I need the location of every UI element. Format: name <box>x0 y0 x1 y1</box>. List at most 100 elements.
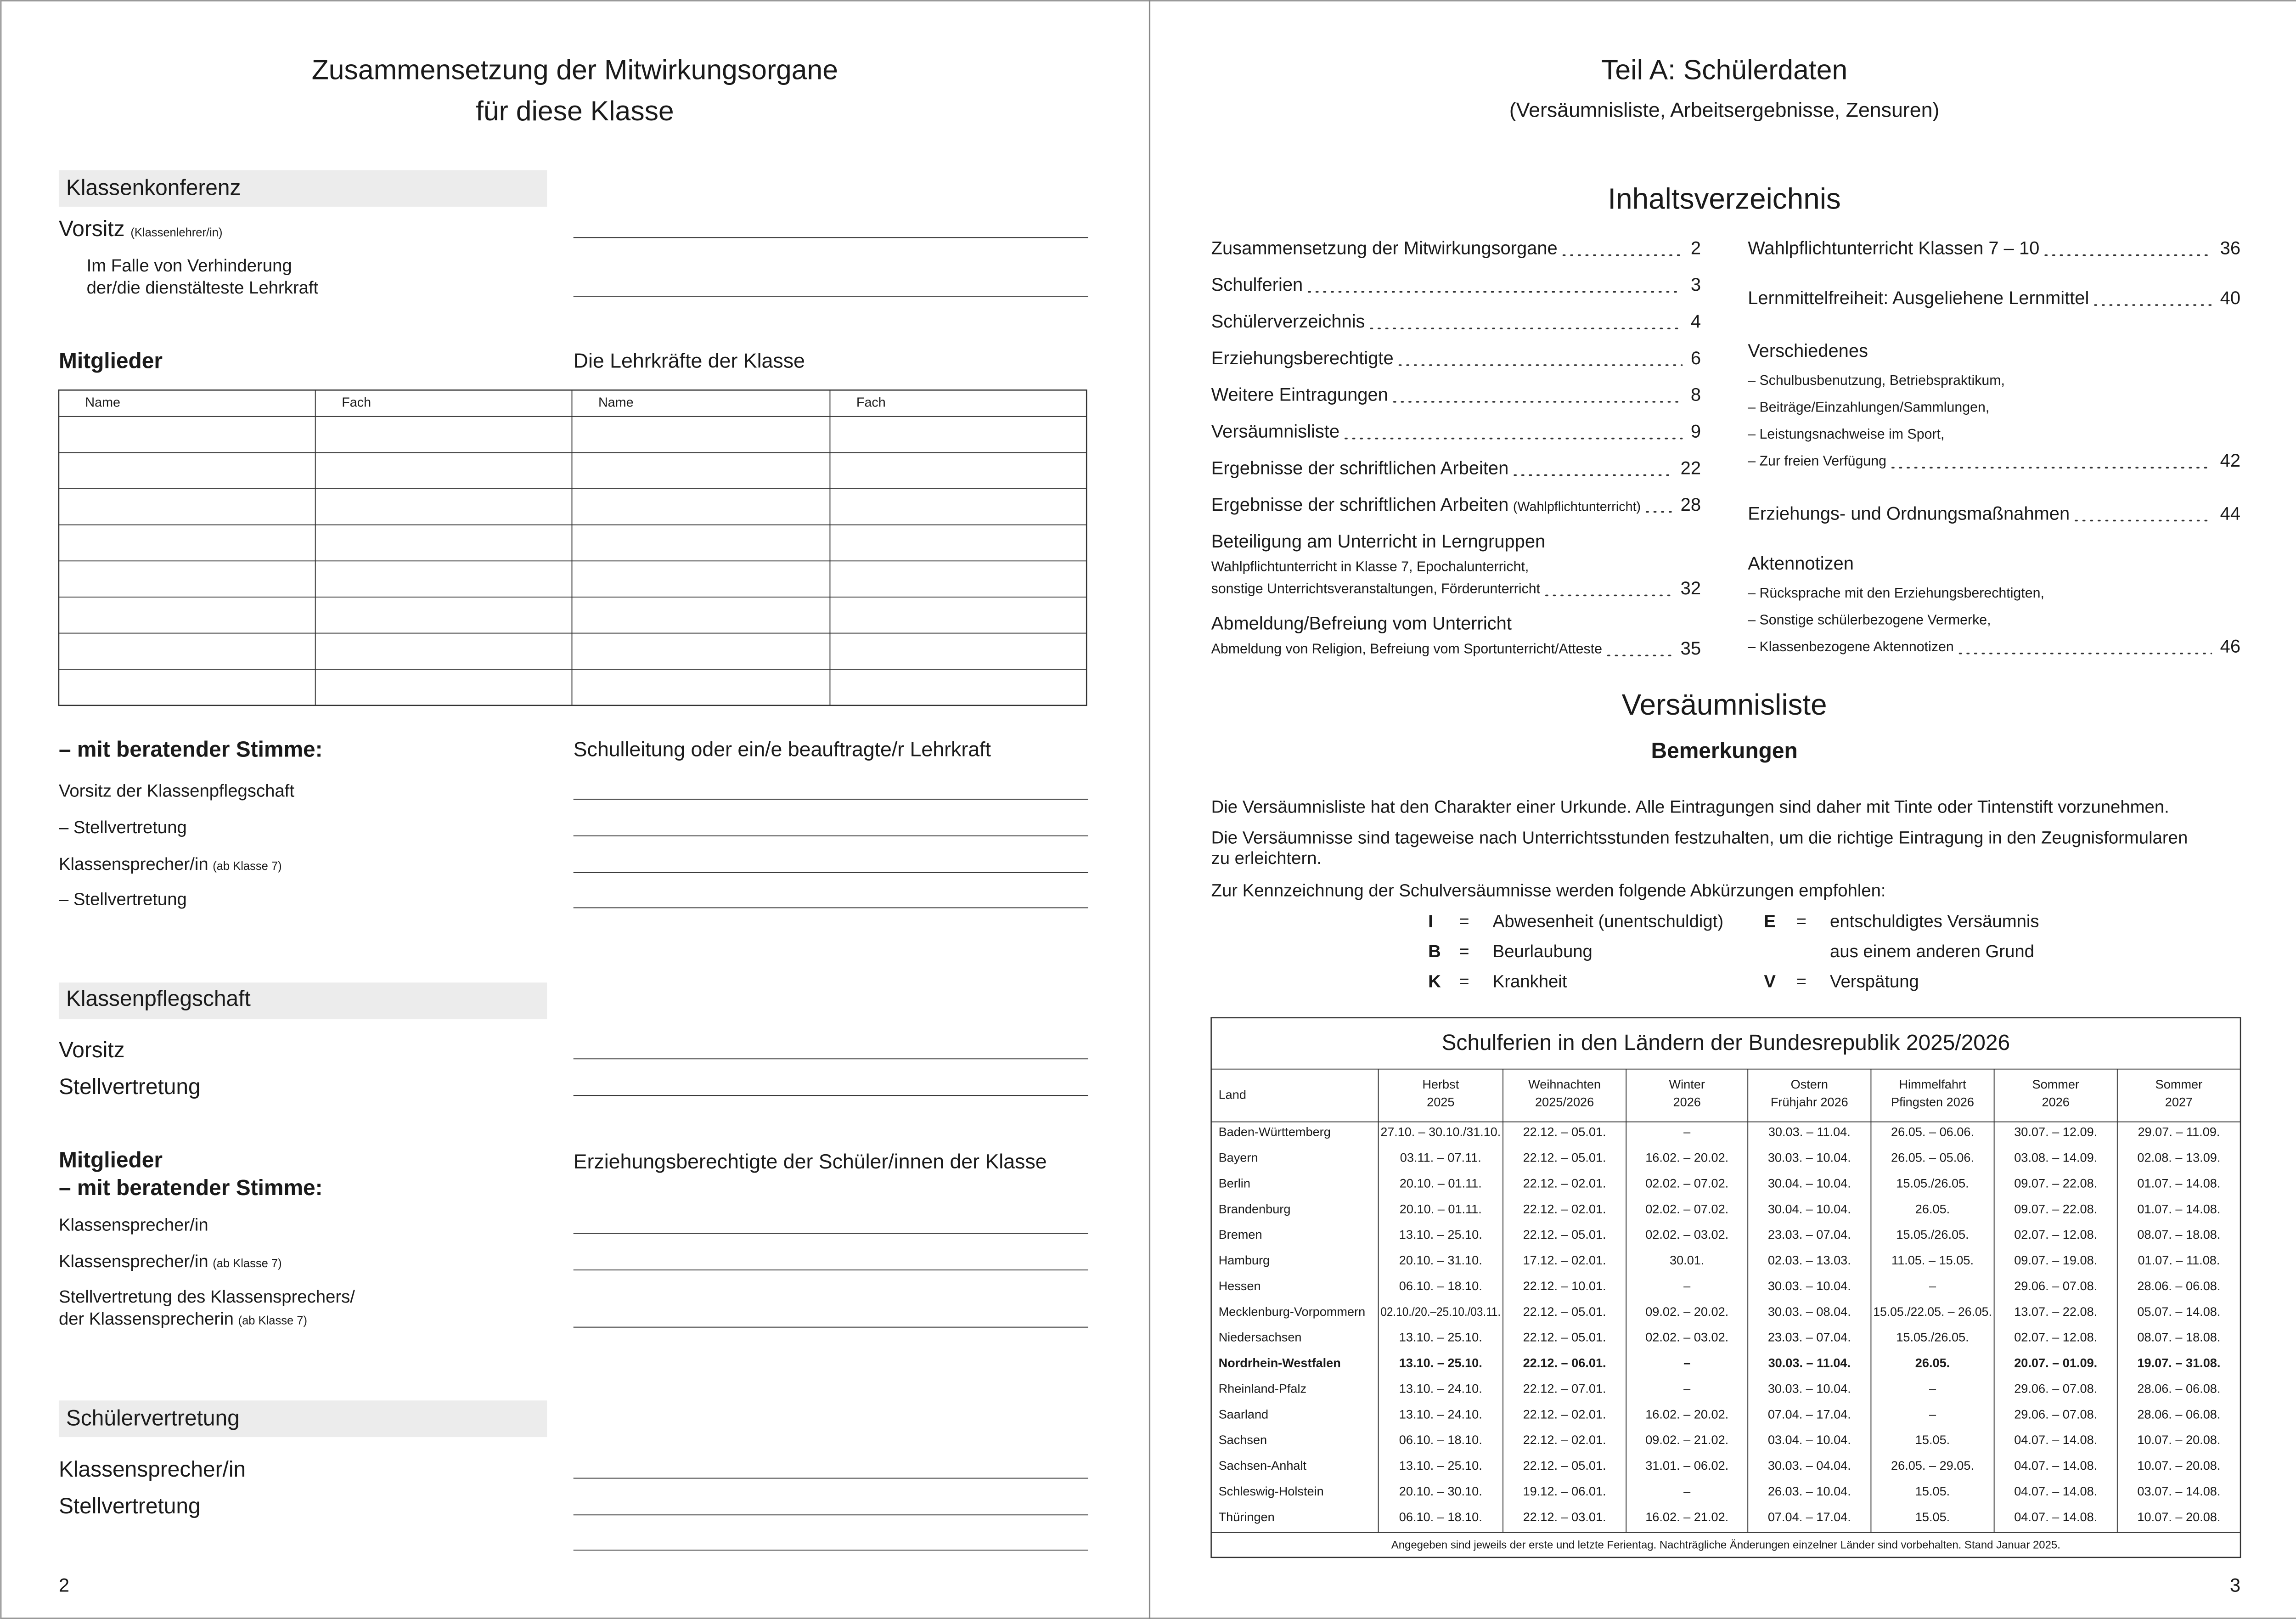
abbreviation-key: I <box>1428 911 1433 931</box>
table-cell: 16.02. – 20.02. <box>1645 1407 1728 1421</box>
table-cell: 16.02. – 21.02. <box>1645 1510 1728 1524</box>
table-header: 2027 <box>2165 1094 2193 1109</box>
section-heading: Versäumnisliste <box>1622 688 1827 721</box>
table-header: Winter <box>1669 1077 1705 1091</box>
table-cell: 02.07. – 12.08. <box>2014 1330 2097 1344</box>
abbreviation-key: B <box>1428 942 1441 961</box>
table-cell: 30.04. – 10.04. <box>1768 1176 1851 1190</box>
table-cell: 30.03. – 11.04. <box>1768 1356 1851 1370</box>
toc-page: 6 <box>1691 348 1701 368</box>
table-cell: 03.07. – 14.08. <box>2137 1484 2220 1498</box>
table-cell: 10.07. – 20.08. <box>2137 1458 2220 1472</box>
table-header: Name <box>85 395 120 410</box>
field-label: Die Lehrkräfte der Klasse <box>574 350 805 372</box>
toc-page: 8 <box>1691 385 1701 405</box>
table-cell: 29.07. – 11.09. <box>2138 1125 2220 1139</box>
table-cell: 06.10. – 18.10. <box>1399 1279 1482 1293</box>
toc-title: Verschiedenes <box>1748 341 1868 361</box>
table-cell: 30.07. – 12.09. <box>2014 1125 2097 1139</box>
table-cell: 02.03. – 13.03. <box>1768 1253 1851 1267</box>
table-cell: 20.10. – 31.10. <box>1399 1253 1482 1267</box>
subheading: Mitglieder <box>59 349 163 373</box>
table-cell: 22.12. – 07.01. <box>1523 1381 1606 1395</box>
table-cell: 06.10. – 18.10. <box>1399 1433 1482 1447</box>
table-cell: 04.07. – 14.08. <box>2014 1510 2097 1524</box>
toc-page: 28 <box>1681 495 1701 515</box>
table-cell: 09.02. – 20.02. <box>1645 1304 1728 1319</box>
table-cell: 19.07. – 31.08. <box>2137 1356 2220 1370</box>
toc-subitem: Abmeldung von Religion, Befreiung vom Sp… <box>1211 641 1602 656</box>
toc-page: 36 <box>2220 238 2240 258</box>
table-cell: 03.11. – 07.11. <box>1400 1151 1481 1165</box>
toc-subitem: sonstige Unterrichtsveranstaltungen, För… <box>1211 581 1541 597</box>
table-cell: 16.02. – 20.02. <box>1645 1151 1728 1165</box>
table-header: Frühjahr 2026 <box>1771 1094 1848 1109</box>
table-cell: 28.06. – 06.08. <box>2137 1279 2220 1293</box>
field-note: (ab Klasse 7) <box>238 1314 307 1327</box>
table-cell: 30.03. – 11.04. <box>1768 1125 1851 1139</box>
field-label: Stellvertretung des Klassensprechers/ <box>59 1287 355 1307</box>
toc-subitem: – Leistungsnachweise im Sport, <box>1748 427 1944 442</box>
section-heading: Klassenpflegschaft <box>66 987 251 1011</box>
page-number: 2 <box>59 1574 69 1596</box>
toc-subitem: – Schulbusbenutzung, Betriebspraktikum, <box>1748 373 2005 388</box>
table-cell: Baden-Württemberg <box>1219 1125 1331 1139</box>
table-cell: 30.04. – 10.04. <box>1768 1202 1851 1216</box>
table-cell: Berlin <box>1219 1176 1250 1190</box>
table-cell: 22.12. – 02.01. <box>1523 1433 1606 1447</box>
subheading: Bemerkungen <box>1651 739 1797 763</box>
field-label: Vorsitz der Klassenpflegschaft <box>59 781 294 801</box>
table-header: Sommer <box>2155 1077 2203 1091</box>
field-label: – Stellvertretung <box>59 890 187 909</box>
table-cell: 13.07. – 22.08. <box>2014 1304 2097 1319</box>
table-cell: 30.03. – 10.04. <box>1768 1151 1851 1165</box>
table-cell: 26.05. <box>1915 1356 1950 1370</box>
field-label: – Stellvertretung <box>59 818 187 837</box>
subheading: Mitglieder <box>59 1148 163 1172</box>
table-cell: 20.10. – 30.10. <box>1399 1484 1482 1498</box>
equals-sign: = <box>1796 971 1806 991</box>
table-cell: 07.04. – 17.04. <box>1768 1407 1851 1421</box>
table-cell: 23.03. – 07.04. <box>1768 1330 1851 1344</box>
toc-title: Abmeldung/Befreiung vom Unterricht <box>1211 614 1512 634</box>
table-cell: 27.10. – 30.10./31.10. <box>1380 1125 1501 1139</box>
table-cell: 02.07. – 12.08. <box>2014 1227 2097 1241</box>
page-subtitle: (Versäumnisliste, Arbeitsergebnisse, Zen… <box>1509 99 1939 121</box>
table-cell: 13.10. – 24.10. <box>1399 1381 1482 1395</box>
table-cell: 09.07. – 22.08. <box>2014 1176 2097 1190</box>
table-cell: 06.10. – 18.10. <box>1399 1510 1482 1524</box>
field-label: Klassensprecher/in <box>59 1252 208 1271</box>
abbreviation-key: K <box>1428 971 1441 991</box>
holiday-table <box>1210 1017 2241 1558</box>
table-header: Sommer <box>2032 1077 2079 1091</box>
table-cell: 11.05. – 15.05. <box>1891 1253 1974 1267</box>
abbreviation-text: aus einem anderen Grund <box>1830 942 2034 961</box>
table-cell: 01.07. – 14.08. <box>2137 1202 2220 1216</box>
table-cell: 04.07. – 14.08. <box>2014 1458 2097 1472</box>
table-header: 2026 <box>2042 1094 2070 1109</box>
field-note: (ab Klasse 7) <box>213 860 281 873</box>
table-cell: Hessen <box>1219 1279 1261 1293</box>
table-cell: 30.03. – 10.04. <box>1768 1381 1851 1395</box>
toc-title: Schülerverzeichnis <box>1211 311 1365 332</box>
table-cell: 13.10. – 25.10. <box>1399 1330 1482 1344</box>
table-header: Name <box>598 395 634 410</box>
paragraph: Die Versäumnisse sind tageweise nach Unt… <box>1211 828 2188 847</box>
toc-title: Lernmittelfreiheit: Ausgeliehene Lernmit… <box>1748 288 2089 308</box>
field-note: (Klassenlehrer/in) <box>130 226 222 239</box>
table-cell: 01.07. – 11.08. <box>2138 1253 2220 1267</box>
page-title: Teil A: Schülerdaten <box>1601 54 1847 85</box>
table-cell: 22.12. – 05.01. <box>1523 1125 1606 1139</box>
toc-title: Beteiligung am Unterricht in Lerngruppen <box>1211 531 1546 552</box>
table-cell: 29.06. – 07.08. <box>2014 1381 2097 1395</box>
table-cell: 10.07. – 20.08. <box>2137 1433 2220 1447</box>
equals-sign: = <box>1459 971 1469 991</box>
toc-title: Wahlpflichtunterricht Klassen 7 – 10 <box>1748 238 2039 258</box>
table-cell: Bremen <box>1219 1227 1262 1241</box>
table-cell: Mecklenburg-Vorpommern <box>1219 1304 1366 1319</box>
toc-page: 9 <box>1691 421 1701 441</box>
toc-subitem: – Zur freien Verfügung <box>1748 453 1886 468</box>
table-cell: 28.06. – 06.08. <box>2137 1381 2220 1395</box>
members-table <box>58 389 1087 706</box>
